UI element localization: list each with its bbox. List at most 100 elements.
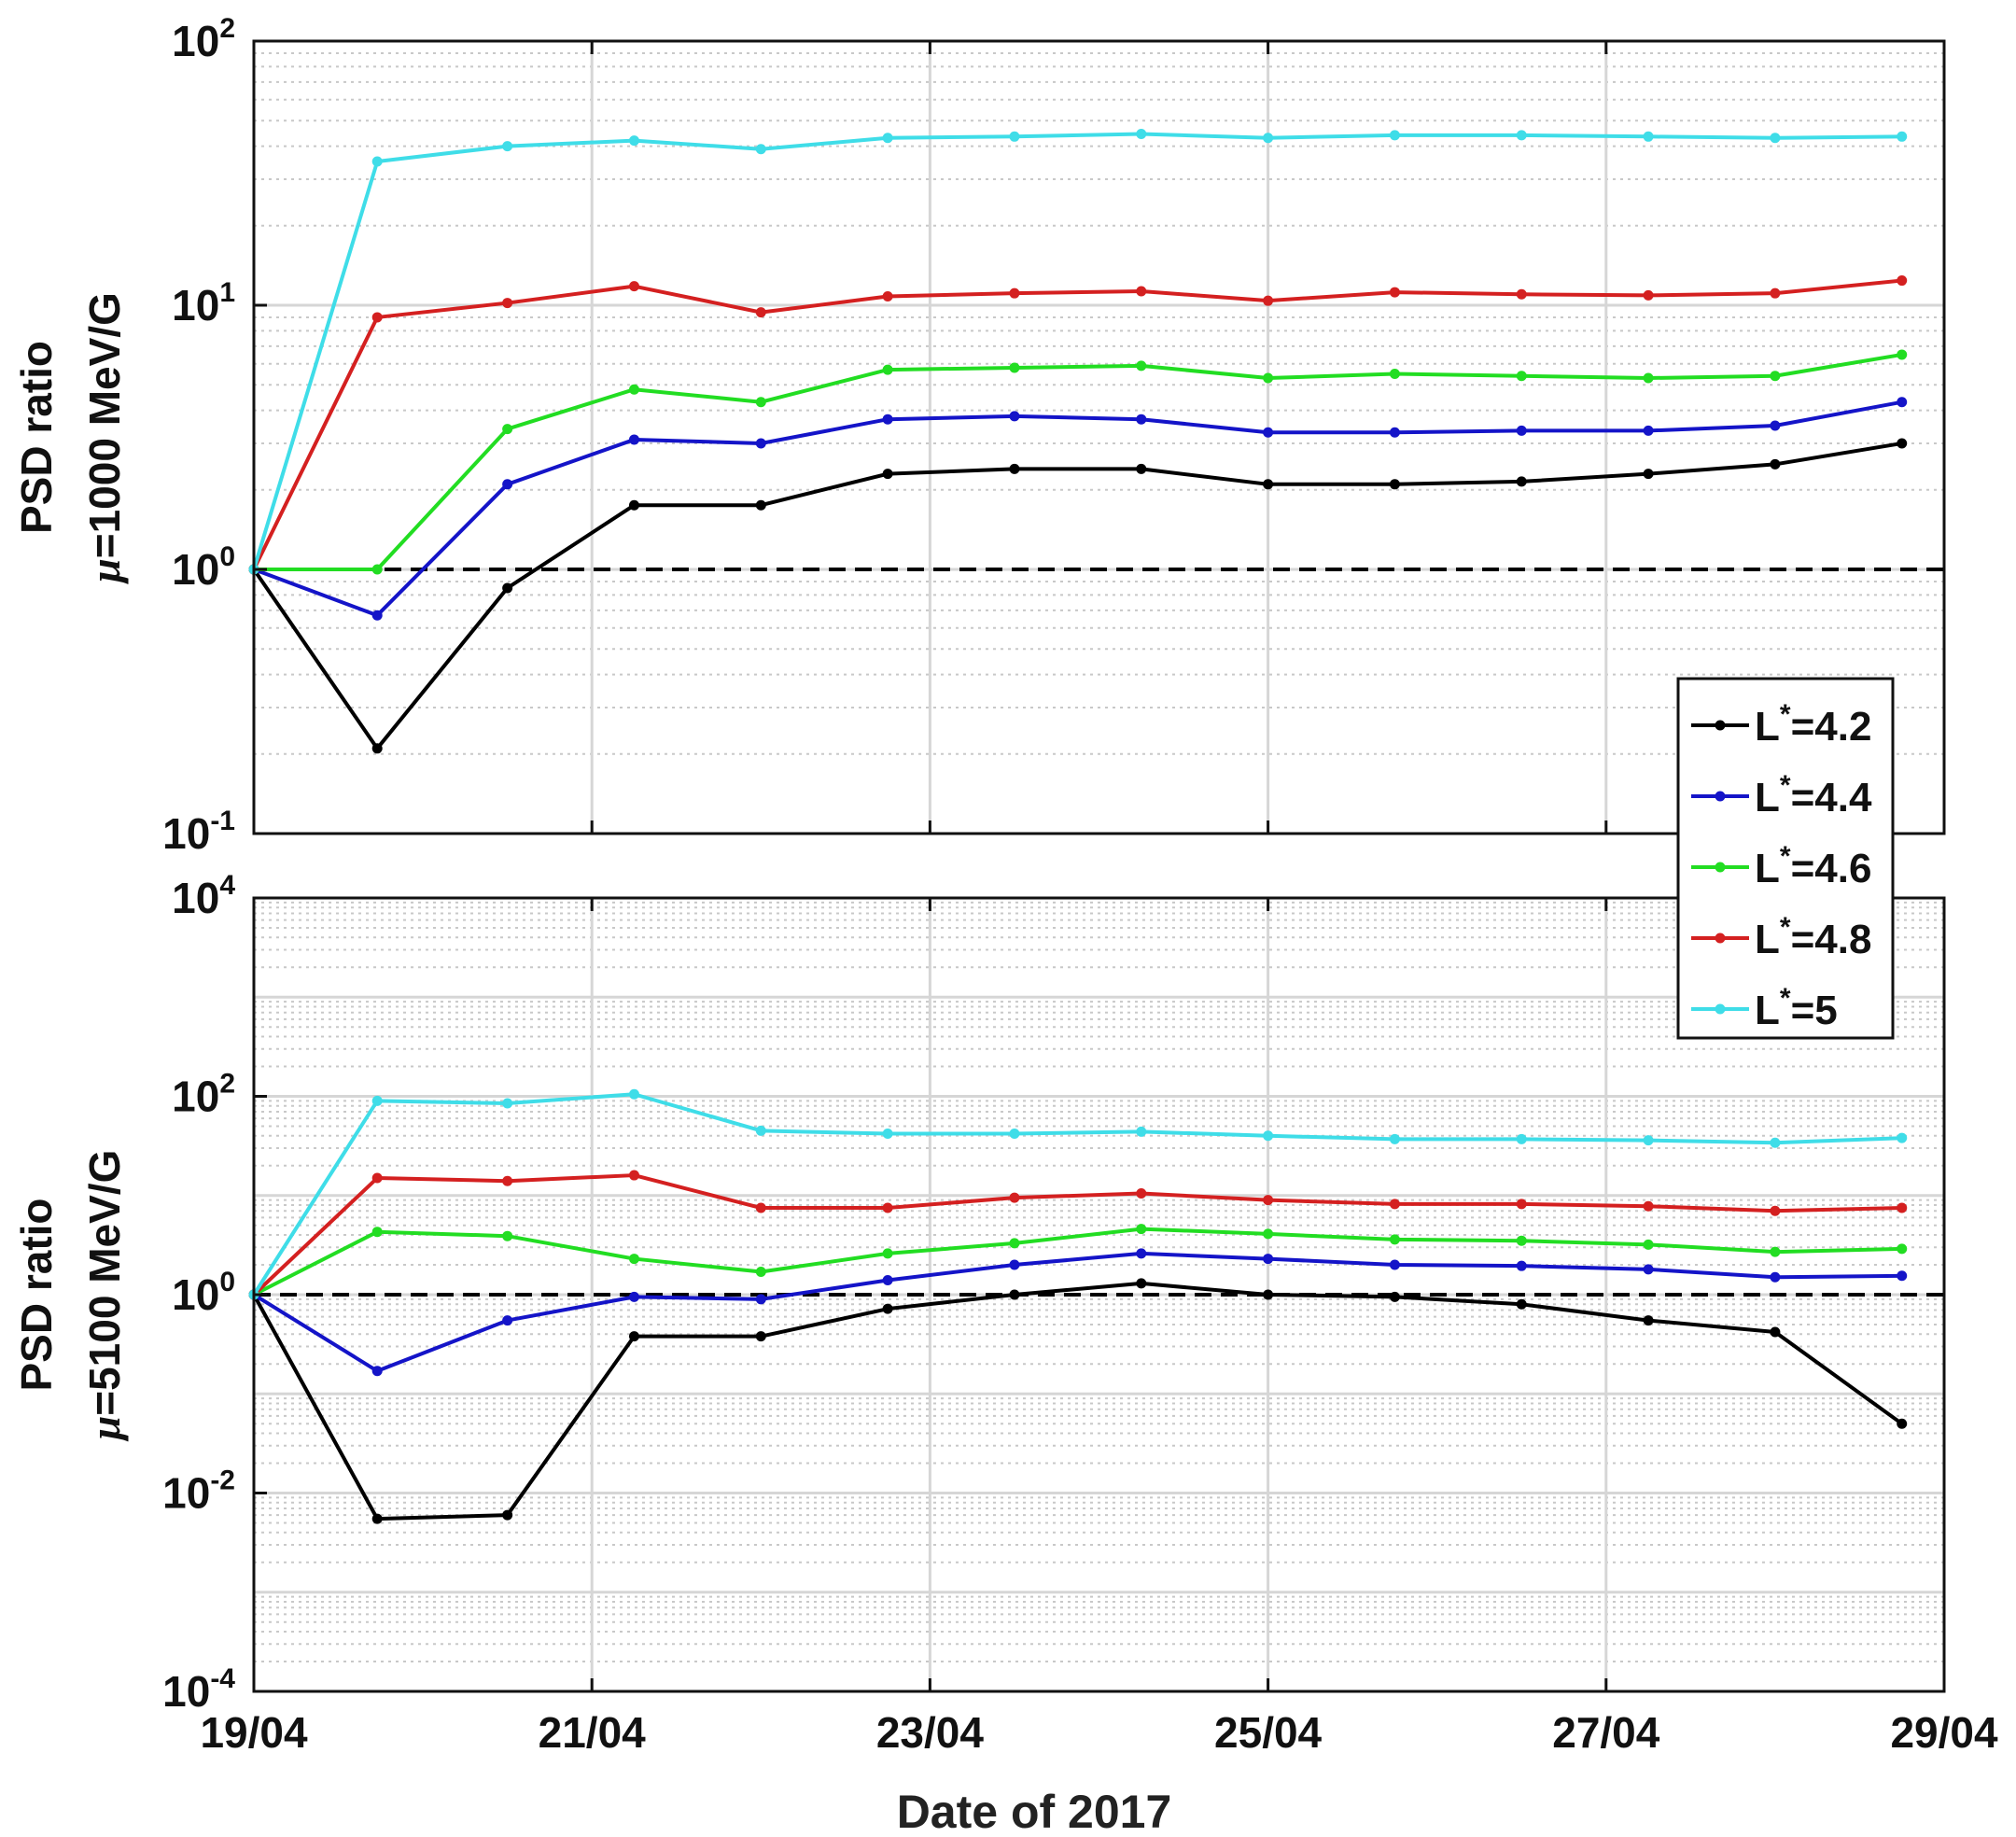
y-tick-label: 104 bbox=[172, 870, 235, 922]
data-point bbox=[755, 1331, 766, 1342]
y-axis-label: PSD ratio bbox=[12, 341, 61, 534]
data-point bbox=[1516, 1199, 1527, 1210]
data-point bbox=[1770, 1246, 1781, 1257]
data-point bbox=[502, 1098, 513, 1109]
data-point bbox=[1389, 368, 1400, 379]
legend-box bbox=[1676, 677, 1895, 1040]
data-point bbox=[628, 1331, 639, 1342]
legend-swatch-marker bbox=[1715, 933, 1726, 944]
data-point bbox=[628, 384, 639, 395]
data-point bbox=[1770, 420, 1781, 431]
data-point bbox=[371, 312, 383, 323]
series-line bbox=[252, 132, 1902, 570]
data-point bbox=[1136, 1248, 1147, 1259]
data-point bbox=[1389, 1234, 1400, 1245]
series-line bbox=[252, 1092, 1902, 1297]
y-axis-sublabel: μ=1000 MeV/G bbox=[80, 292, 129, 584]
legend-entry-label: L*=4.6 bbox=[1755, 841, 1871, 891]
data-point bbox=[1009, 131, 1020, 142]
series-l--4-2 bbox=[248, 1278, 1908, 1524]
data-point bbox=[1136, 1224, 1147, 1235]
data-point bbox=[882, 133, 893, 144]
data-point bbox=[1263, 1254, 1274, 1265]
data-point bbox=[1389, 479, 1400, 490]
data-point bbox=[1897, 275, 1908, 287]
data-point bbox=[628, 499, 639, 511]
data-point bbox=[755, 438, 766, 449]
x-tick-label: 19/04 bbox=[200, 1708, 308, 1757]
series-line bbox=[252, 278, 1902, 570]
top-panel: 10-1 100 101 102 PSD ratio μ=1000 MeV/G bbox=[12, 13, 1946, 858]
x-tick-label: 29/04 bbox=[1890, 1708, 1998, 1757]
data-point bbox=[1643, 425, 1654, 436]
data-point bbox=[755, 397, 766, 408]
data-point bbox=[1643, 1135, 1654, 1146]
data-point bbox=[755, 144, 766, 155]
bottom-panel: 10-4 10-2 100 102 104 PSD ratio μ=5100 MeV/G 19… bbox=[12, 870, 1998, 1757]
data-point bbox=[1263, 479, 1274, 490]
data-point bbox=[1516, 1298, 1527, 1310]
series-l--5 bbox=[248, 129, 1908, 575]
series-line bbox=[252, 442, 1903, 750]
legend-swatch-marker bbox=[1715, 862, 1726, 873]
data-point bbox=[755, 1202, 766, 1213]
data-point bbox=[1136, 360, 1147, 372]
data-point bbox=[1263, 372, 1274, 384]
series-l--4-8 bbox=[248, 275, 1908, 575]
x-tick-label: 25/04 bbox=[1214, 1708, 1323, 1757]
data-point bbox=[1516, 425, 1527, 436]
x-tick-label: 21/04 bbox=[539, 1708, 647, 1757]
plot-area bbox=[254, 41, 1944, 834]
data-point bbox=[1263, 1289, 1274, 1300]
data-point bbox=[371, 743, 383, 754]
data-point bbox=[1770, 1326, 1781, 1338]
data-point bbox=[1263, 1228, 1274, 1240]
data-point bbox=[1009, 1192, 1020, 1203]
data-point bbox=[371, 564, 383, 575]
series-line bbox=[253, 400, 1903, 618]
data-point bbox=[1136, 414, 1147, 425]
data-point bbox=[1389, 1133, 1400, 1144]
data-point bbox=[371, 1366, 383, 1377]
data-point bbox=[1516, 1133, 1527, 1144]
data-point bbox=[1643, 1315, 1654, 1326]
series-l--4-6 bbox=[248, 349, 1908, 575]
data-point bbox=[1389, 130, 1400, 141]
y-tick-label: 100 bbox=[172, 541, 235, 594]
data-point bbox=[1009, 463, 1020, 474]
data-point bbox=[1263, 295, 1274, 306]
data-point bbox=[882, 469, 893, 480]
data-point bbox=[1009, 1129, 1020, 1140]
data-point bbox=[1643, 469, 1654, 480]
legend-swatch-marker bbox=[1715, 720, 1726, 731]
y-tick-label: 102 bbox=[172, 1069, 235, 1121]
data-point bbox=[502, 1315, 513, 1326]
data-point bbox=[1009, 1289, 1020, 1300]
data-point bbox=[1516, 476, 1527, 487]
data-point bbox=[502, 1230, 513, 1241]
legend-entry-label: L*=4.2 bbox=[1755, 699, 1871, 750]
data-point bbox=[502, 1509, 513, 1521]
data-point bbox=[1897, 397, 1908, 408]
x-tick-label: 23/04 bbox=[876, 1708, 985, 1757]
data-point bbox=[1516, 288, 1527, 300]
data-point bbox=[1770, 371, 1781, 382]
data-point bbox=[371, 610, 383, 621]
data-point bbox=[1897, 1132, 1908, 1143]
data-point bbox=[882, 1248, 893, 1259]
data-point bbox=[755, 1125, 766, 1136]
axes-box bbox=[252, 39, 1946, 835]
legend: L*=4.2 L*=4.4 L*=4.6 L*=4.8 L*=5 bbox=[1676, 677, 1895, 1040]
grid bbox=[252, 896, 1946, 1693]
data-point bbox=[1263, 1130, 1274, 1142]
data-point bbox=[1770, 133, 1781, 144]
data-point bbox=[371, 1227, 383, 1238]
data-point bbox=[1389, 427, 1400, 438]
data-point bbox=[1263, 427, 1274, 438]
series-line bbox=[252, 1281, 1903, 1521]
data-point bbox=[1897, 1202, 1908, 1213]
data-point bbox=[1643, 372, 1654, 384]
data-point bbox=[1643, 131, 1654, 142]
data-point bbox=[1516, 1260, 1527, 1271]
data-point bbox=[1770, 1271, 1781, 1283]
